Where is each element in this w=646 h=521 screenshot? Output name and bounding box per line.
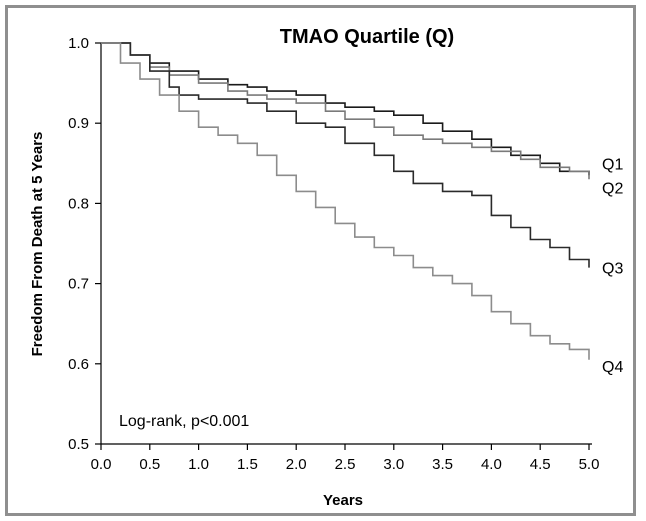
y-tick-label: 0.7 [68, 276, 89, 293]
y-tick-label: 0.5 [68, 436, 89, 453]
log-rank-annotation: Log-rank, p<0.001 [119, 413, 249, 430]
y-tick-label: 1.0 [68, 35, 89, 52]
x-tick-label: 3.0 [383, 456, 404, 473]
y-tick-label: 0.6 [68, 356, 89, 373]
x-tick-label: 4.0 [481, 456, 502, 473]
y-axis-title: Freedom From Death at 5 Years [29, 132, 46, 357]
x-tick-label: 1.0 [188, 456, 209, 473]
y-tick-label: 0.9 [68, 115, 89, 132]
x-tick-label: 4.5 [530, 456, 551, 473]
y-tick-label: 0.8 [68, 195, 89, 212]
x-tick-label: 0.0 [91, 456, 112, 473]
x-tick-label: 5.0 [579, 456, 600, 473]
x-tick-label: 2.0 [286, 456, 307, 473]
series-label-q3: Q3 [602, 261, 623, 278]
series-lines [101, 42, 590, 360]
series-label-q4: Q4 [602, 359, 623, 376]
figure-frame [5, 5, 636, 516]
series-label-q2: Q2 [602, 180, 623, 197]
axes [100, 43, 592, 445]
series-line-q3 [101, 42, 590, 268]
x-ticks: 0.0 0.5 1.0 1.5 2.0 2.5 3.0 3.5 4.0 4.5 5.0 [91, 444, 600, 473]
series-line-q2 [101, 42, 590, 180]
chart-title: TMAO Quartile (Q) [280, 26, 454, 48]
x-tick-label: 0.5 [139, 456, 160, 473]
x-tick-label: 3.5 [432, 456, 453, 473]
series-label-q1: Q1 [602, 156, 623, 173]
series-line-q1 [101, 42, 590, 176]
x-tick-label: 1.5 [237, 456, 258, 473]
x-axis-title: Years [323, 492, 363, 509]
y-ticks: 0.5 0.6 0.7 0.8 0.9 1.0 [68, 35, 101, 453]
series-line-q4 [101, 42, 590, 360]
x-tick-label: 2.5 [335, 456, 356, 473]
series-labels: Q1 Q2 Q3 Q4 [602, 156, 623, 375]
